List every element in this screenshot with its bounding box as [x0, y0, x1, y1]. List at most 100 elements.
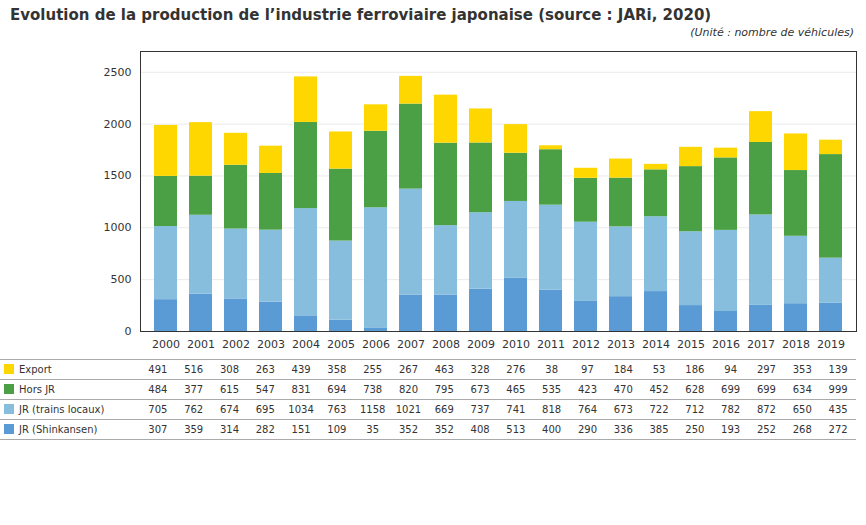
html-text:872: 872 [756, 404, 776, 415]
html-text:699: 699 [756, 384, 776, 395]
html-text:673: 673 [470, 384, 490, 395]
html-text:282: 282 [255, 424, 275, 435]
svg-text:2004: 2004 [292, 338, 320, 351]
html-text:795: 795 [434, 384, 454, 395]
html-text:358: 358 [327, 364, 347, 375]
html-text:151: 151 [291, 424, 311, 435]
svg-text:2018: 2018 [782, 338, 810, 351]
svg-text:2011: 2011 [537, 338, 565, 351]
html-text:267: 267 [398, 364, 418, 375]
html-text:712: 712 [685, 404, 705, 415]
html-text:673: 673 [613, 404, 633, 415]
html-text:JR (trains locaux): JR (trains locaux) [19, 404, 105, 415]
svg-text:1000: 1000 [104, 221, 132, 234]
svg-text:2005: 2005 [327, 338, 355, 351]
html-text:764: 764 [577, 404, 597, 415]
html-text:465: 465 [506, 384, 526, 395]
svg-text:2003: 2003 [257, 338, 285, 351]
html-text:353: 353 [792, 364, 812, 375]
html-text:452: 452 [649, 384, 669, 395]
html-text:463: 463 [434, 364, 454, 375]
svg-text:2013: 2013 [607, 338, 635, 351]
html-text:94: 94 [724, 364, 737, 375]
html-text:307: 307 [148, 424, 168, 435]
html-text:423: 423 [577, 384, 597, 395]
html-text:109: 109 [327, 424, 347, 435]
html-text:831: 831 [291, 384, 311, 395]
html-text:255: 255 [363, 364, 383, 375]
html-text:139: 139 [828, 364, 848, 375]
html-text:JR (Shinkansen): JR (Shinkansen) [19, 424, 98, 435]
html-text:547: 547 [255, 384, 275, 395]
html-text:762: 762 [184, 404, 204, 415]
html-text:308: 308 [219, 364, 239, 375]
html-text:628: 628 [685, 384, 705, 395]
html-text:184: 184 [613, 364, 633, 375]
svg-text:2016: 2016 [712, 338, 740, 351]
svg-text:2000: 2000 [104, 118, 132, 131]
html-text:276: 276 [506, 364, 526, 375]
html-text:694: 694 [327, 384, 347, 395]
html-text:535: 535 [542, 384, 562, 395]
html-text:1021: 1021 [395, 404, 422, 415]
svg-text:2007: 2007 [397, 338, 425, 351]
html-text:53: 53 [652, 364, 666, 375]
html-text:435: 435 [828, 404, 848, 415]
html-text:Hors JR: Hors JR [19, 384, 55, 395]
html-text:97: 97 [581, 364, 594, 375]
html-text:674: 674 [219, 404, 239, 415]
svg-text:2017: 2017 [747, 338, 775, 351]
html-text:263: 263 [255, 364, 275, 375]
html-text:35: 35 [366, 424, 379, 435]
svg-text:2002: 2002 [222, 338, 250, 351]
html-text:1034: 1034 [288, 404, 314, 415]
html-text:491: 491 [148, 364, 168, 375]
html-text:Export: Export [19, 364, 52, 375]
html-text:377: 377 [184, 384, 204, 395]
html-text:439: 439 [291, 364, 311, 375]
html-text:186: 186 [685, 364, 705, 375]
html-text:820: 820 [398, 384, 418, 395]
svg-text:500: 500 [111, 273, 132, 286]
html-text:(Unité : nombre de véhicules): (Unité : nombre de véhicules) [690, 26, 854, 39]
svg-text:2012: 2012 [572, 338, 600, 351]
html-text:705: 705 [148, 404, 168, 415]
html-text:484: 484 [148, 384, 168, 395]
html-text:615: 615 [219, 384, 239, 395]
svg-text:2006: 2006 [362, 338, 390, 351]
html-text:999: 999 [828, 384, 848, 395]
html-text:1158: 1158 [360, 404, 386, 415]
html-text:737: 737 [470, 404, 490, 415]
html-text:650: 650 [792, 404, 812, 415]
html-text:669: 669 [434, 404, 454, 415]
svg-text:2015: 2015 [677, 338, 705, 351]
html-text:314: 314 [219, 424, 239, 435]
html-text:782: 782 [721, 404, 741, 415]
html-text:328: 328 [470, 364, 490, 375]
html-text:818: 818 [542, 404, 562, 415]
html-text:722: 722 [649, 404, 669, 415]
html-text:352: 352 [398, 424, 418, 435]
html-text:Evolution de la production de: Evolution de la production de l’industri… [10, 6, 712, 24]
svg-text:0: 0 [125, 325, 132, 338]
svg-text:2014: 2014 [642, 338, 670, 351]
html-text:297: 297 [756, 364, 776, 375]
html-text:470: 470 [613, 384, 633, 395]
svg-text:2009: 2009 [467, 338, 495, 351]
html-text:634: 634 [792, 384, 812, 395]
html-text:738: 738 [363, 384, 383, 395]
svg-text:2010: 2010 [502, 338, 530, 351]
html-text:516: 516 [184, 364, 204, 375]
svg-text:2008: 2008 [432, 338, 460, 351]
html-text:741: 741 [506, 404, 526, 415]
html-text:763: 763 [327, 404, 347, 415]
html-text:359: 359 [184, 424, 204, 435]
svg-text:2500: 2500 [104, 66, 132, 79]
svg-text:2000: 2000 [152, 338, 180, 351]
html-text:699: 699 [721, 384, 741, 395]
html-text:38: 38 [545, 364, 558, 375]
svg-text:2019: 2019 [817, 338, 845, 351]
svg-text:2001: 2001 [187, 338, 215, 351]
html-text:695: 695 [255, 404, 275, 415]
svg-text:1500: 1500 [104, 169, 132, 182]
